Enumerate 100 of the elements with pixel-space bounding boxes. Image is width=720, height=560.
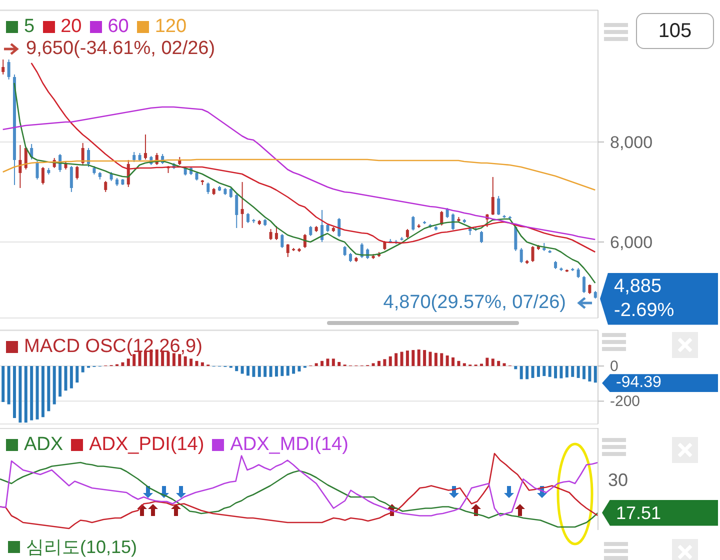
bar — [200, 362, 204, 366]
bar — [434, 352, 438, 366]
bar — [81, 366, 84, 372]
bar — [480, 364, 483, 366]
bar — [514, 366, 518, 370]
bar — [41, 366, 44, 418]
text: -94.39 — [602, 374, 718, 392]
y-tick-label: 6,000 — [610, 233, 653, 252]
bar — [12, 366, 16, 418]
y-tick-label: 0 — [610, 358, 618, 376]
legend-label: MACD OSC(12,26,9) — [23, 336, 202, 358]
bar — [377, 360, 380, 366]
candlestick — [588, 284, 592, 294]
bar — [195, 360, 198, 366]
bar — [269, 366, 272, 377]
bar — [76, 366, 79, 383]
candlestick — [240, 182, 244, 228]
bar — [571, 366, 574, 377]
bar — [457, 360, 460, 366]
candlestick — [320, 210, 324, 242]
bar — [30, 366, 34, 420]
text: 심리도(10,15) — [25, 536, 138, 558]
bar — [18, 366, 22, 423]
candlestick — [81, 142, 84, 165]
bar — [121, 362, 124, 366]
candlestick — [412, 216, 415, 231]
text: 105 — [636, 13, 714, 49]
legend-label: 120 — [154, 16, 187, 38]
legend-label: ADX_PDI(14) — [88, 434, 204, 456]
bar — [292, 366, 296, 374]
legend-label: ADX — [23, 434, 64, 456]
bar — [502, 363, 506, 366]
bar — [24, 366, 28, 423]
legend-label: 60 — [106, 16, 129, 38]
candlestick — [582, 276, 586, 294]
bar — [47, 366, 50, 412]
y-tick-label: 8,000 — [610, 133, 653, 152]
line-series — [2, 106, 596, 240]
bar — [264, 366, 267, 377]
candlestick — [497, 196, 500, 216]
bar — [497, 360, 500, 366]
text: 17.51 — [602, 500, 718, 526]
bar — [428, 352, 432, 366]
bar — [423, 350, 426, 366]
bar — [548, 366, 552, 377]
bar — [446, 355, 449, 366]
candlestick — [229, 188, 232, 198]
candlestick — [480, 230, 483, 244]
candlestick — [360, 242, 364, 258]
legend-label: ADX_MDI(14) — [229, 434, 348, 456]
bar — [417, 350, 420, 366]
bar — [576, 366, 580, 378]
candlestick — [452, 213, 455, 230]
bar — [258, 366, 261, 377]
candlestick — [246, 212, 250, 224]
bar — [412, 350, 415, 366]
y-tick-label: -200 — [610, 393, 640, 410]
bar — [531, 366, 534, 378]
bar — [452, 357, 455, 366]
bar — [560, 366, 563, 378]
bar — [246, 366, 250, 376]
candlestick — [269, 228, 272, 240]
text: 4,885 — [614, 274, 663, 299]
bar — [190, 358, 193, 366]
bar — [298, 366, 301, 372]
line-series — [30, 62, 596, 253]
bar — [274, 366, 278, 377]
candlestick — [144, 134, 147, 160]
bar — [58, 366, 62, 397]
candlestick — [309, 226, 312, 236]
candlestick — [7, 59, 10, 80]
bar — [491, 358, 494, 366]
bar — [240, 366, 244, 374]
candlestick — [41, 166, 44, 185]
text: 30 — [608, 470, 628, 491]
candlestick — [520, 248, 523, 264]
candlestick — [343, 246, 346, 256]
bar — [126, 358, 130, 366]
bar — [132, 354, 136, 366]
bar — [565, 366, 568, 378]
annotation: 9,650(-34.61%, 02/26) — [25, 38, 216, 60]
candlestick — [274, 226, 278, 240]
text: -2.69% — [614, 298, 676, 323]
legend-label: 20 — [60, 16, 82, 38]
bar — [462, 363, 466, 366]
candlestick — [132, 152, 136, 162]
bar — [178, 354, 182, 366]
legend-label: 5 — [23, 16, 35, 38]
bar — [338, 362, 341, 366]
bar — [582, 366, 586, 380]
bar — [252, 366, 256, 377]
bar — [52, 366, 56, 404]
candlestick — [70, 166, 73, 192]
bar — [320, 360, 324, 366]
candlestick — [531, 246, 534, 262]
bar — [372, 363, 375, 366]
candlestick — [338, 218, 341, 238]
bar — [7, 366, 10, 404]
annotation: 4,870(29.57%, 07/26) — [383, 292, 567, 314]
bar — [594, 366, 597, 383]
